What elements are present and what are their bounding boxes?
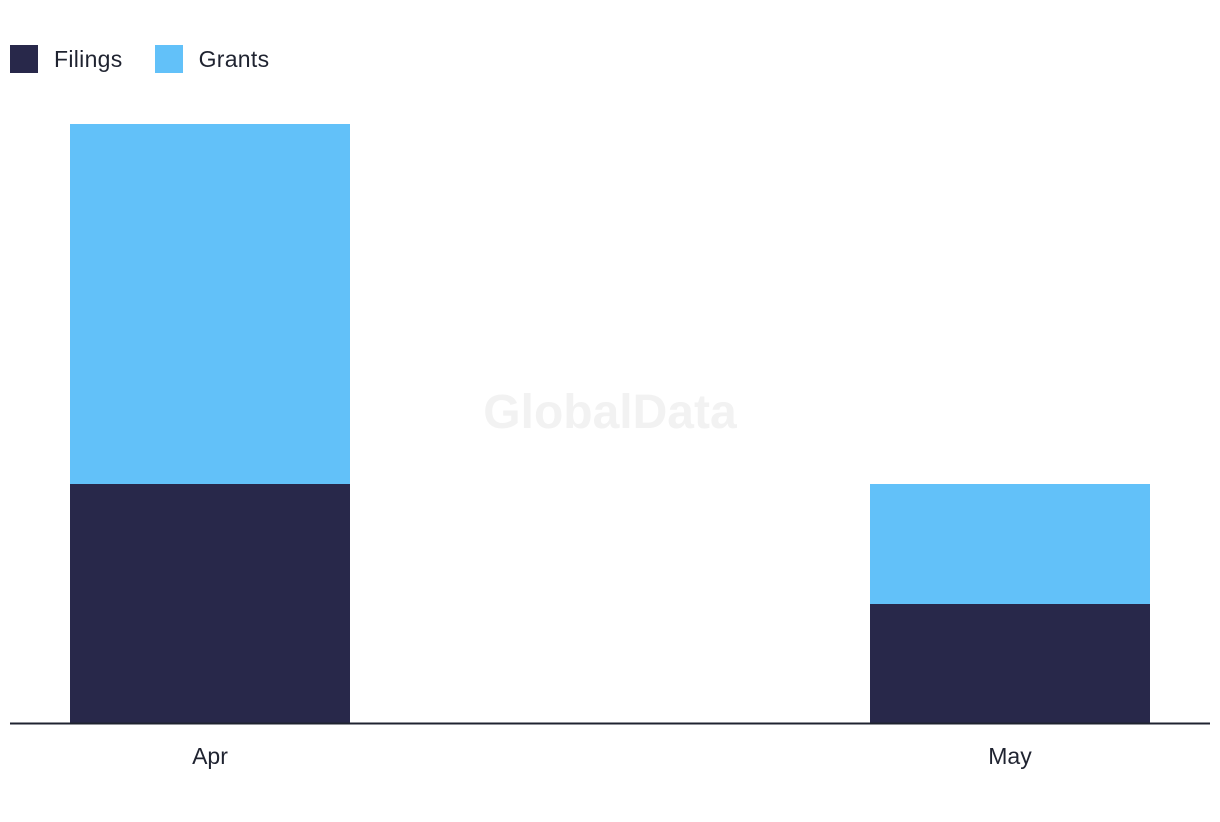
x-tick-labels: Apr May [192,743,1032,769]
bar-grants-may [870,484,1150,604]
bar-grants-apr [70,124,350,484]
x-tick-label-may: May [988,743,1032,769]
legend-swatch-grants [154,45,183,73]
legend-label-grants: Grants [198,45,270,72]
legend-item-filings: Filings [10,45,123,73]
watermark: GlobalData [483,386,737,439]
legend-swatch-filings [10,45,38,73]
legend: Filings Grants [10,44,301,74]
legend-item-grants: Grants [154,45,270,73]
legend-label-filings: Filings [54,45,123,72]
bar-filings-may [870,604,1150,724]
x-tick-label-apr: Apr [192,743,228,769]
bar-filings-apr [70,484,350,724]
bars-group [70,124,1150,724]
